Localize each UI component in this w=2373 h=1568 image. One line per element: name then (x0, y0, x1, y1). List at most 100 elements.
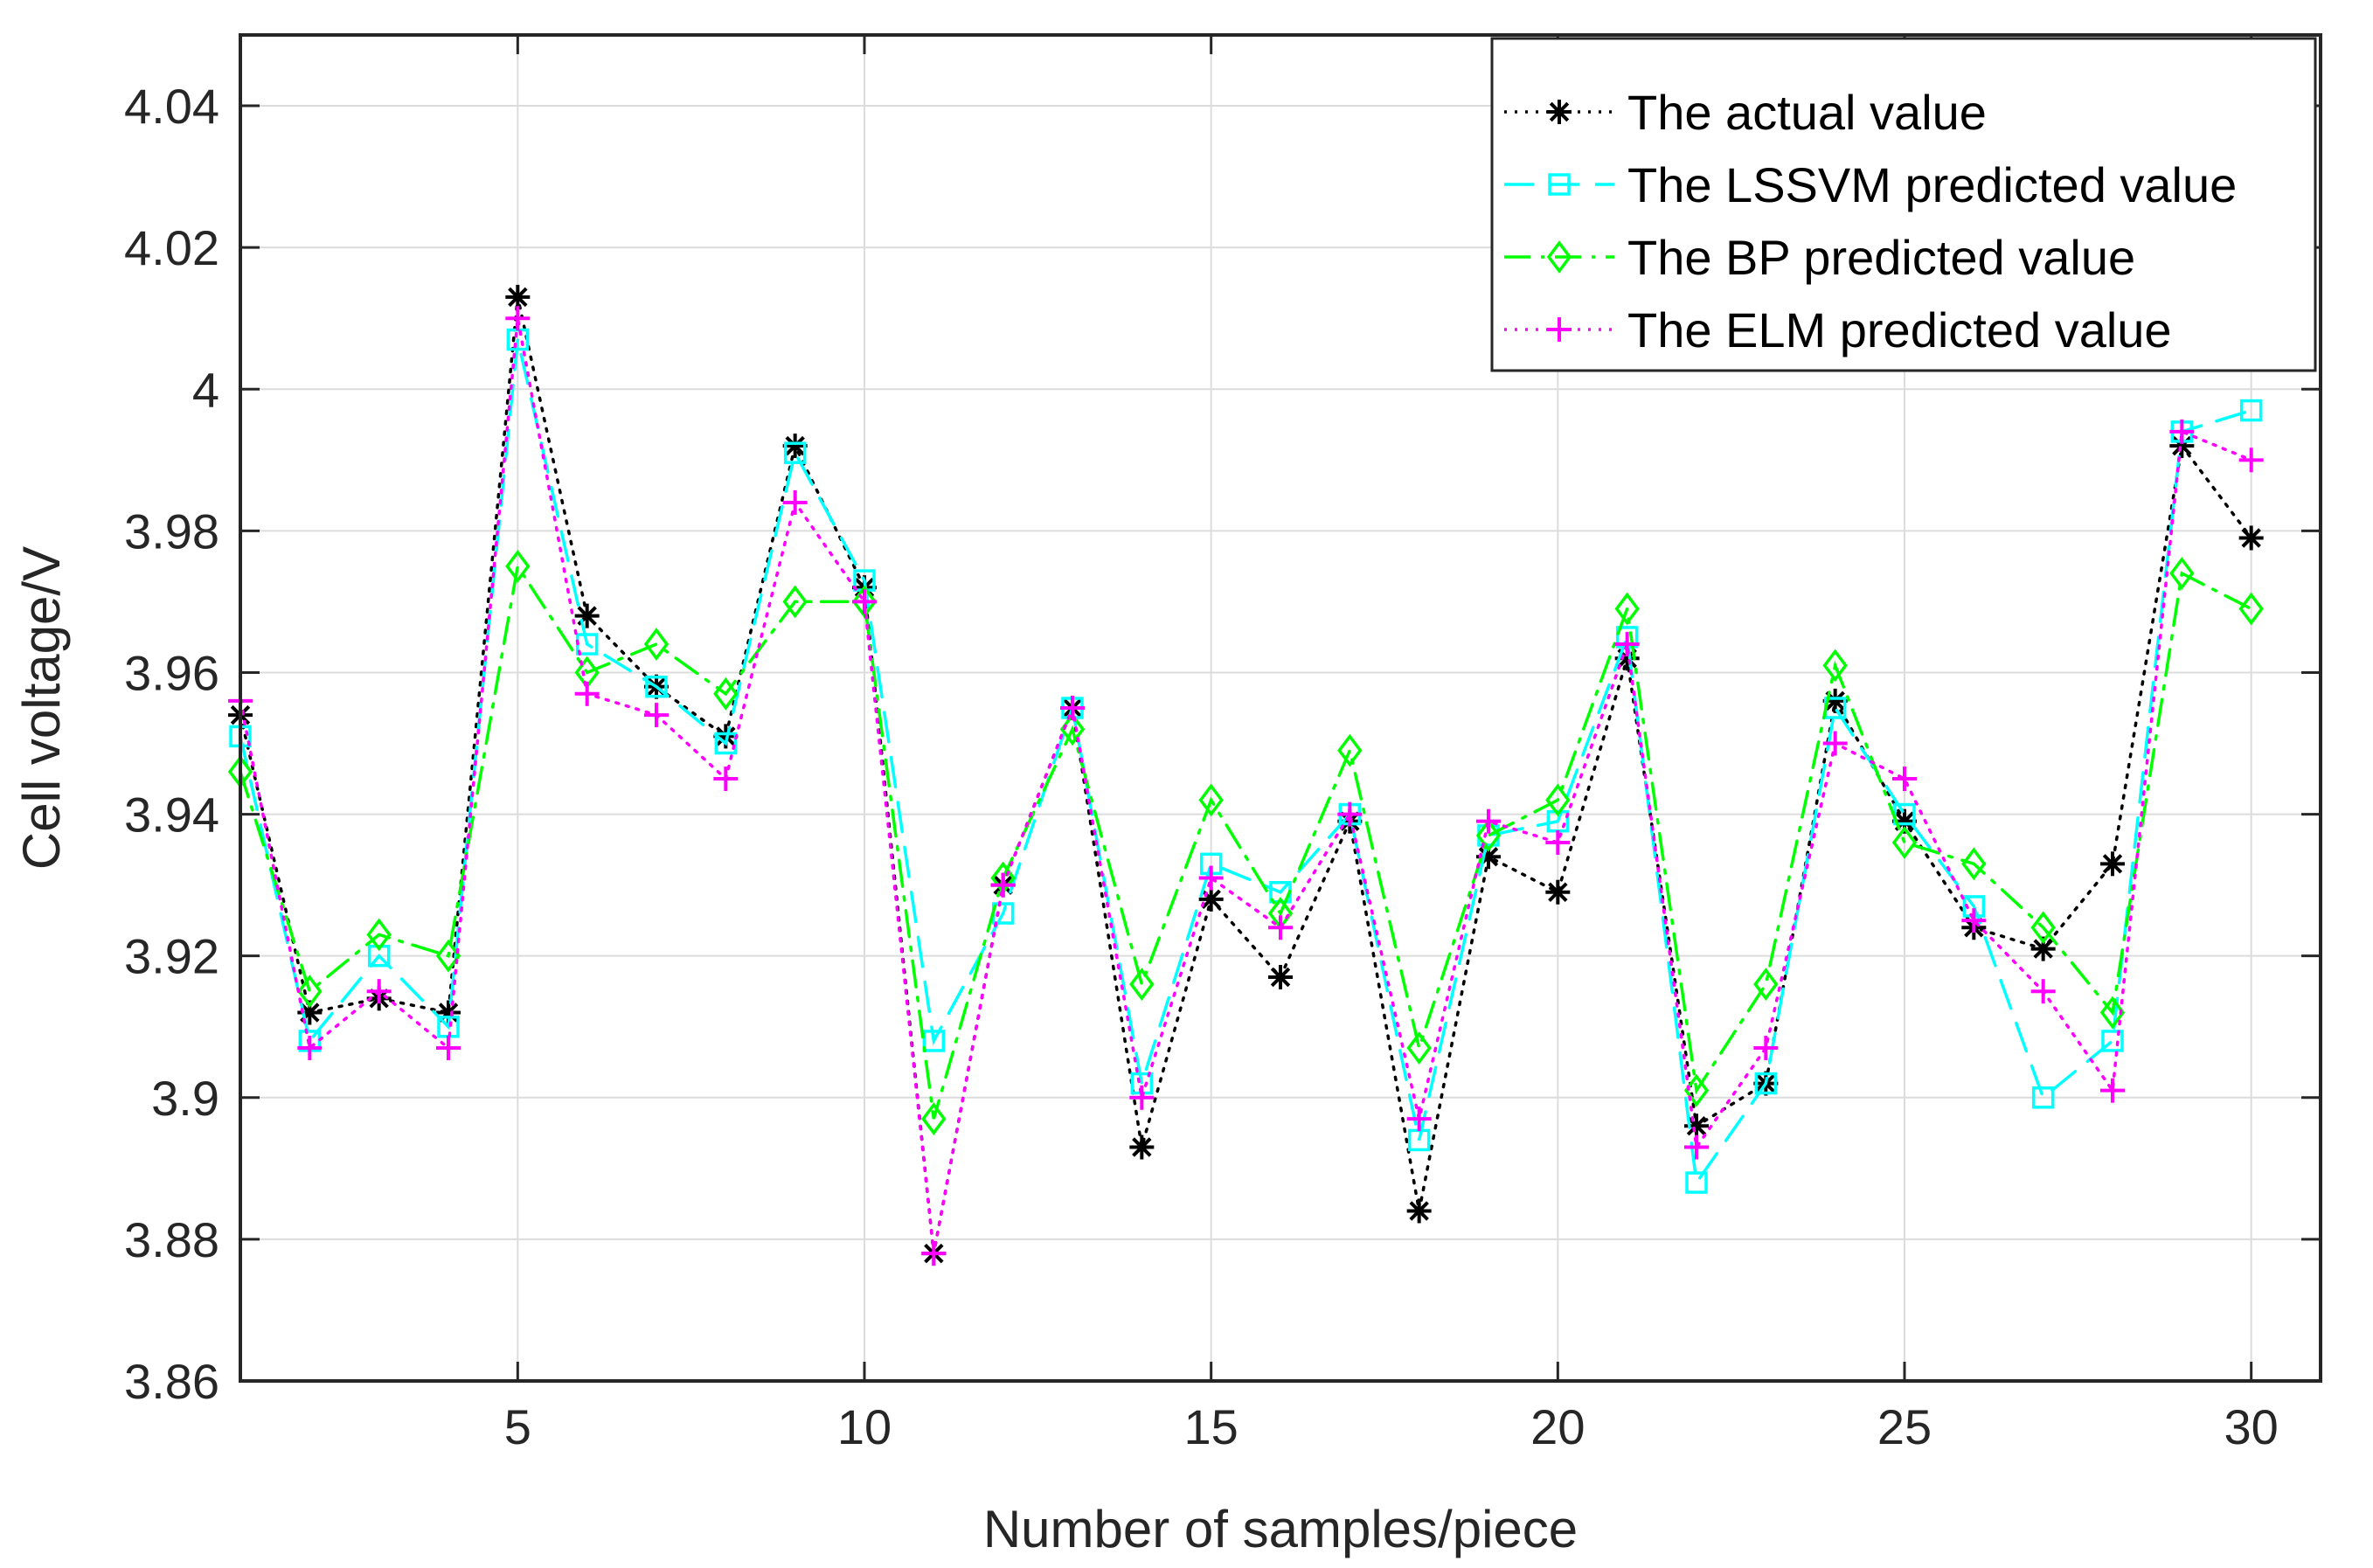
marker-stroke (508, 287, 528, 308)
data-point (2238, 592, 2264, 626)
marker-stroke (1409, 1201, 1429, 1221)
grid (240, 35, 2321, 1382)
data-point (1406, 1107, 1432, 1132)
data-point (1892, 767, 1917, 792)
marker-shape (366, 918, 392, 952)
data-point (1545, 879, 1571, 905)
data-point (366, 979, 392, 1004)
x-axis-label: Number of samples/piece (983, 1500, 1578, 1558)
legend: The actual value The LSSVM predicted valu… (1490, 37, 2317, 372)
marker-shape (505, 549, 531, 583)
y-axis-label: Cell voltage/V (12, 546, 71, 870)
marker-shape (1683, 1073, 1710, 1107)
data-point (921, 1102, 947, 1136)
data-point (1753, 1036, 1779, 1061)
marker-stroke (1132, 1137, 1152, 1157)
marker-shape (1822, 649, 1848, 683)
x-tick-label: 20 (1530, 1399, 1585, 1454)
legend-box (1490, 37, 2317, 372)
marker-shape (1753, 968, 1779, 1002)
marker-shape (921, 1102, 947, 1136)
data-point (1337, 801, 1363, 827)
marker-shape (783, 441, 807, 464)
data-point (2031, 1086, 2055, 1109)
marker-shape (713, 676, 739, 711)
marker-shape (2239, 399, 2263, 422)
legend-label: The BP predicted value (1627, 230, 2135, 285)
data-point (1129, 968, 1155, 1002)
marker-shape (2030, 911, 2056, 945)
data-point (782, 585, 808, 619)
x-tick-label: 5 (504, 1399, 531, 1454)
data-point (1614, 592, 1640, 626)
data-point (645, 675, 668, 698)
data-point (1754, 1072, 1778, 1095)
data-point (1406, 1198, 1432, 1224)
marker-stroke (1270, 967, 1291, 988)
data-point (1198, 783, 1224, 817)
data-point (505, 306, 531, 331)
y-tick-label: 4.04 (124, 79, 219, 134)
marker-shape (2101, 1030, 2124, 1052)
data-point (297, 975, 323, 1009)
marker-stroke (1201, 889, 1221, 910)
data-point (643, 628, 670, 661)
data-point (2238, 525, 2264, 551)
marker-shape (645, 675, 668, 698)
data-point (921, 1241, 947, 1266)
data-point (505, 284, 531, 309)
data-point (1545, 783, 1571, 817)
data-point (2030, 979, 2056, 1004)
data-point (1548, 173, 1571, 196)
data-point (297, 1036, 323, 1061)
marker-shape (2238, 592, 2264, 626)
marker-shape (1548, 173, 1571, 196)
data-point (2169, 419, 2195, 444)
data-point (1129, 1085, 1155, 1110)
legend-entry: The ELM predicted value (1504, 302, 2172, 357)
series-line (239, 339, 2253, 1187)
data-point (505, 549, 531, 583)
data-point (1547, 317, 1572, 342)
data-point (1547, 100, 1572, 124)
marker-stroke (2241, 528, 2261, 548)
data-point (1822, 731, 1848, 756)
series-line (239, 296, 2253, 1254)
data-point (574, 603, 600, 628)
marker-shape (1546, 240, 1572, 274)
data-point (1961, 847, 1987, 881)
marker-stroke (2102, 854, 2123, 874)
marker-stroke (716, 726, 736, 746)
data-point (714, 732, 738, 755)
data-point (2100, 851, 2125, 877)
legend-entry: The BP predicted value (1504, 230, 2135, 285)
series-line (239, 562, 2253, 1120)
marker-shape (297, 975, 323, 1009)
marker-shape (1475, 818, 1502, 852)
data-point (2030, 911, 2056, 945)
marker-stroke (1825, 690, 1845, 711)
data-point (2169, 557, 2195, 590)
marker-shape (1685, 1171, 1708, 1194)
data-point (713, 676, 739, 711)
x-tick-label: 30 (2224, 1399, 2279, 1454)
marker-shape (1406, 1031, 1432, 1065)
marker-shape (1198, 783, 1224, 817)
axis-ticks: 5 10 15 20 25 30 3.86 3.88 3.9 3.92 3.94 3.96 3.98 4 4… (124, 35, 2321, 1454)
data-point (1129, 1134, 1155, 1160)
y-tick-label: 3.94 (124, 787, 219, 843)
marker-shape (1614, 592, 1640, 626)
x-tick-label: 15 (1184, 1399, 1239, 1454)
y-tick-label: 3.96 (124, 645, 219, 700)
data-point (1683, 1073, 1710, 1107)
data-point (1198, 865, 1224, 891)
data-point (782, 489, 808, 515)
y-tick-label: 3.9 (151, 1071, 219, 1126)
series-group (227, 284, 2264, 1266)
data-point (1268, 965, 1293, 989)
data-point (1891, 826, 1918, 859)
legend-label: The ELM predicted value (1627, 302, 2172, 357)
marker-stroke (1548, 882, 1568, 902)
data-point (1406, 1031, 1432, 1065)
